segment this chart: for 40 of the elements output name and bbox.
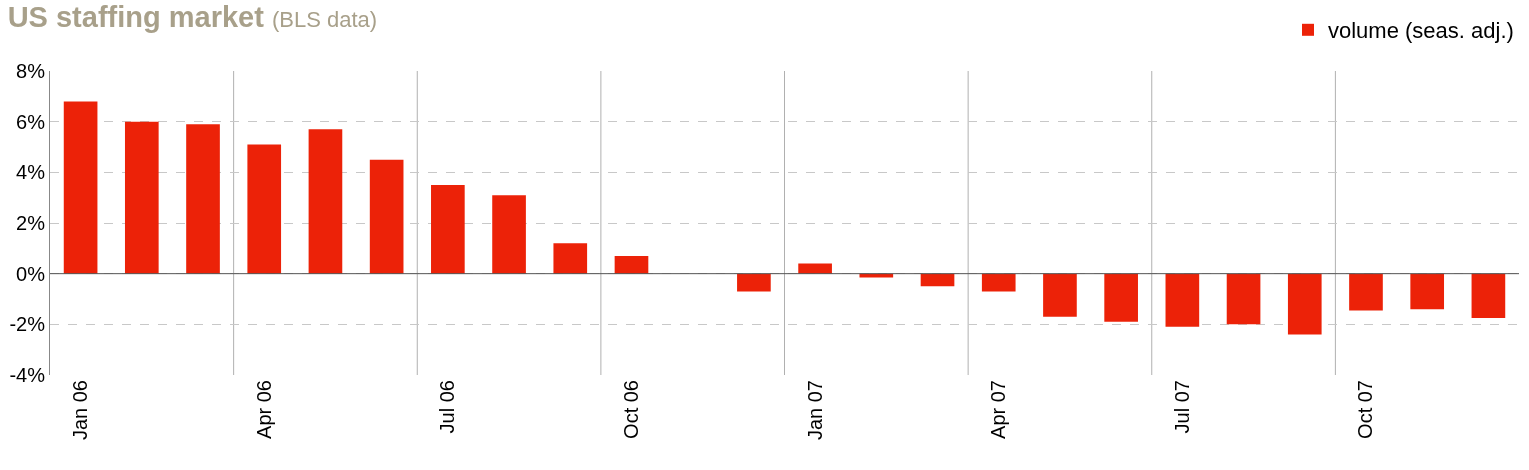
x-tick-label: Oct 06	[619, 380, 642, 439]
bar	[553, 243, 588, 274]
bar	[1287, 273, 1322, 335]
bar	[1043, 273, 1077, 317]
chart-title: US staffing market	[7, 1, 265, 34]
y-tick-label: 4%	[16, 161, 46, 184]
y-tick-label: -4%	[9, 364, 46, 386]
bar	[798, 263, 832, 274]
bar	[614, 255, 649, 274]
bar	[369, 159, 404, 274]
bar	[63, 101, 98, 274]
x-tick-label: Jul 07	[1170, 380, 1193, 434]
bar	[431, 185, 465, 274]
bar	[1104, 273, 1138, 322]
bar	[124, 121, 159, 274]
y-tick-label: 6%	[16, 110, 46, 133]
bar	[981, 273, 1016, 292]
bar	[1226, 273, 1261, 325]
bar	[1165, 273, 1200, 327]
bar	[308, 129, 343, 274]
bar	[737, 273, 771, 292]
bar	[1471, 273, 1506, 318]
x-tick-label: Apr 07	[987, 380, 1010, 439]
y-tick-label: 8%	[16, 60, 46, 82]
legend-label: volume (seas. adj.)	[1328, 18, 1514, 44]
y-tick-label: 0%	[16, 262, 46, 285]
x-tick-label: Jan 07	[803, 380, 826, 441]
x-tick-label: Jan 06	[69, 380, 92, 441]
x-tick-label: Oct 07	[1354, 380, 1377, 439]
bar	[920, 273, 955, 287]
x-tick-label: Jul 06	[436, 380, 459, 434]
y-tick-label: 2%	[16, 212, 46, 234]
bar	[492, 195, 526, 274]
x-tick-label: Apr 06	[252, 380, 275, 439]
bar	[1410, 273, 1445, 310]
bar	[186, 124, 220, 274]
chart-subtitle: (BLS data)	[271, 7, 378, 33]
y-tick-label: -2%	[9, 313, 46, 336]
bar	[1349, 273, 1383, 311]
bar	[247, 144, 282, 274]
